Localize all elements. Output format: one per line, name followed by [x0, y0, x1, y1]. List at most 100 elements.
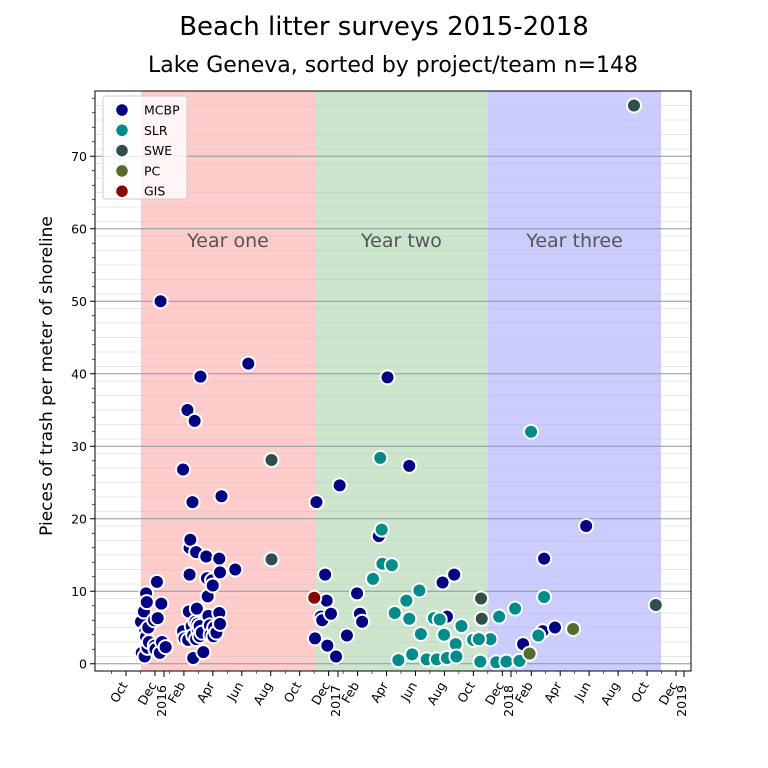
legend-marker-gis: [114, 183, 130, 199]
data-point-slr: [411, 582, 428, 599]
data-point-swe: [647, 597, 664, 614]
x-year-label: 2016: [154, 685, 169, 717]
data-points: [133, 97, 664, 671]
data-point-mcbp: [188, 600, 205, 617]
data-point-slr: [398, 592, 415, 609]
data-point-pc: [565, 620, 582, 637]
data-point-mcbp: [213, 488, 230, 505]
x-tick-label: Apr: [541, 678, 565, 705]
y-tick-label: 60: [71, 221, 87, 236]
data-point-mcbp: [175, 461, 192, 478]
data-point-slr: [470, 631, 487, 648]
data-point-slr: [390, 652, 407, 669]
x-tick-label: Apr: [367, 678, 391, 705]
data-point-slr: [383, 557, 400, 574]
x-tick-label: Aug: [250, 679, 275, 708]
y-tick-label: 20: [71, 511, 87, 526]
data-point-slr: [523, 423, 540, 440]
legend-marker-swe: [114, 143, 130, 158]
data-point-slr: [365, 570, 381, 587]
period-label: Year one: [186, 230, 269, 252]
period-label: Year two: [360, 230, 442, 252]
y-tick-label: 0: [79, 656, 87, 671]
data-point-slr: [373, 521, 390, 538]
data-point-mcbp: [192, 368, 209, 385]
x-year-label: 2018: [501, 685, 516, 717]
data-point-mcbp: [322, 605, 339, 622]
legend: MCBP SLR SWE PC GIS: [102, 95, 188, 200]
y-tick-label: 40: [71, 366, 87, 381]
data-point-mcbp: [308, 494, 325, 511]
data-point-slr: [498, 653, 515, 670]
data-point-mcbp: [578, 518, 595, 534]
plot-frame: [94, 90, 692, 672]
x-tick-label: Aug: [424, 679, 449, 708]
data-point-mcbp: [227, 561, 244, 578]
data-point-mcbp: [338, 627, 355, 644]
x-tick-label: Oct: [280, 679, 304, 705]
data-point-mcbp: [184, 494, 201, 511]
data-point-mcbp: [148, 573, 165, 590]
data-point-mcbp: [212, 615, 229, 632]
data-point-mcbp: [240, 355, 257, 372]
x-tick-label: Oct: [628, 679, 652, 705]
chart-subtitle: Lake Geneva, sorted by project/team n=14…: [148, 53, 638, 78]
data-point-mcbp: [157, 639, 174, 656]
data-point-mcbp: [211, 550, 228, 567]
data-point-mcbp: [153, 595, 170, 612]
legend-label-slr: SLR: [144, 123, 168, 138]
data-point-mcbp: [179, 402, 196, 418]
data-point-mcbp: [354, 613, 371, 630]
data-point-mcbp: [319, 637, 336, 654]
x-tick-label: Jun: [570, 679, 593, 704]
data-point-slr: [448, 648, 465, 665]
y-tick-label: 10: [71, 584, 87, 599]
data-point-slr: [404, 646, 421, 663]
data-point-mcbp: [198, 548, 215, 565]
period-label: Year three: [525, 230, 623, 252]
legend-marker-pc: [114, 163, 130, 179]
data-point-mcbp: [536, 550, 553, 567]
data-point-mcbp: [149, 610, 166, 627]
data-point-swe: [263, 551, 280, 568]
data-point-slr: [536, 589, 553, 606]
y-tick-label: 70: [71, 149, 87, 164]
data-point-mcbp: [446, 566, 463, 583]
data-point-mcbp: [204, 577, 221, 594]
data-point-mcbp: [328, 648, 345, 665]
x-year-label: 2019: [674, 685, 689, 717]
data-point-mcbp: [434, 574, 451, 591]
data-point-slr: [436, 626, 453, 643]
x-tick-label: Oct: [454, 679, 478, 705]
data-point-swe: [626, 97, 642, 114]
data-point-gis: [306, 589, 323, 606]
data-point-mcbp: [331, 477, 348, 494]
data-point-mcbp: [181, 566, 198, 583]
data-point-slr: [507, 600, 524, 617]
data-point-mcbp: [152, 293, 169, 310]
legend-marker-slr: [114, 123, 130, 138]
legend-label-mcbp: MCBP: [144, 103, 180, 118]
data-point-slr: [386, 605, 403, 621]
data-point-mcbp: [349, 585, 366, 602]
y-tick-label: 30: [71, 439, 87, 454]
data-point-mcbp: [186, 412, 203, 429]
y-tick-label: 50: [71, 294, 87, 309]
legend-label-pc: PC: [144, 163, 161, 178]
data-point-slr: [372, 449, 389, 466]
legend-label-swe: SWE: [144, 143, 172, 158]
data-point-mcbp: [195, 644, 212, 661]
data-point-mcbp: [307, 630, 323, 647]
data-point-swe: [473, 610, 490, 627]
data-point-swe: [473, 590, 490, 607]
x-tick-label: Jun: [397, 679, 420, 704]
data-point-mcbp: [546, 619, 563, 636]
data-point-slr: [431, 611, 448, 628]
x-tick-label: Oct: [107, 679, 131, 705]
data-point-slr: [472, 653, 489, 670]
data-point-mcbp: [317, 566, 334, 583]
x-tick-label: Apr: [194, 678, 218, 705]
data-point-slr: [491, 608, 508, 625]
data-point-mcbp: [138, 594, 155, 611]
